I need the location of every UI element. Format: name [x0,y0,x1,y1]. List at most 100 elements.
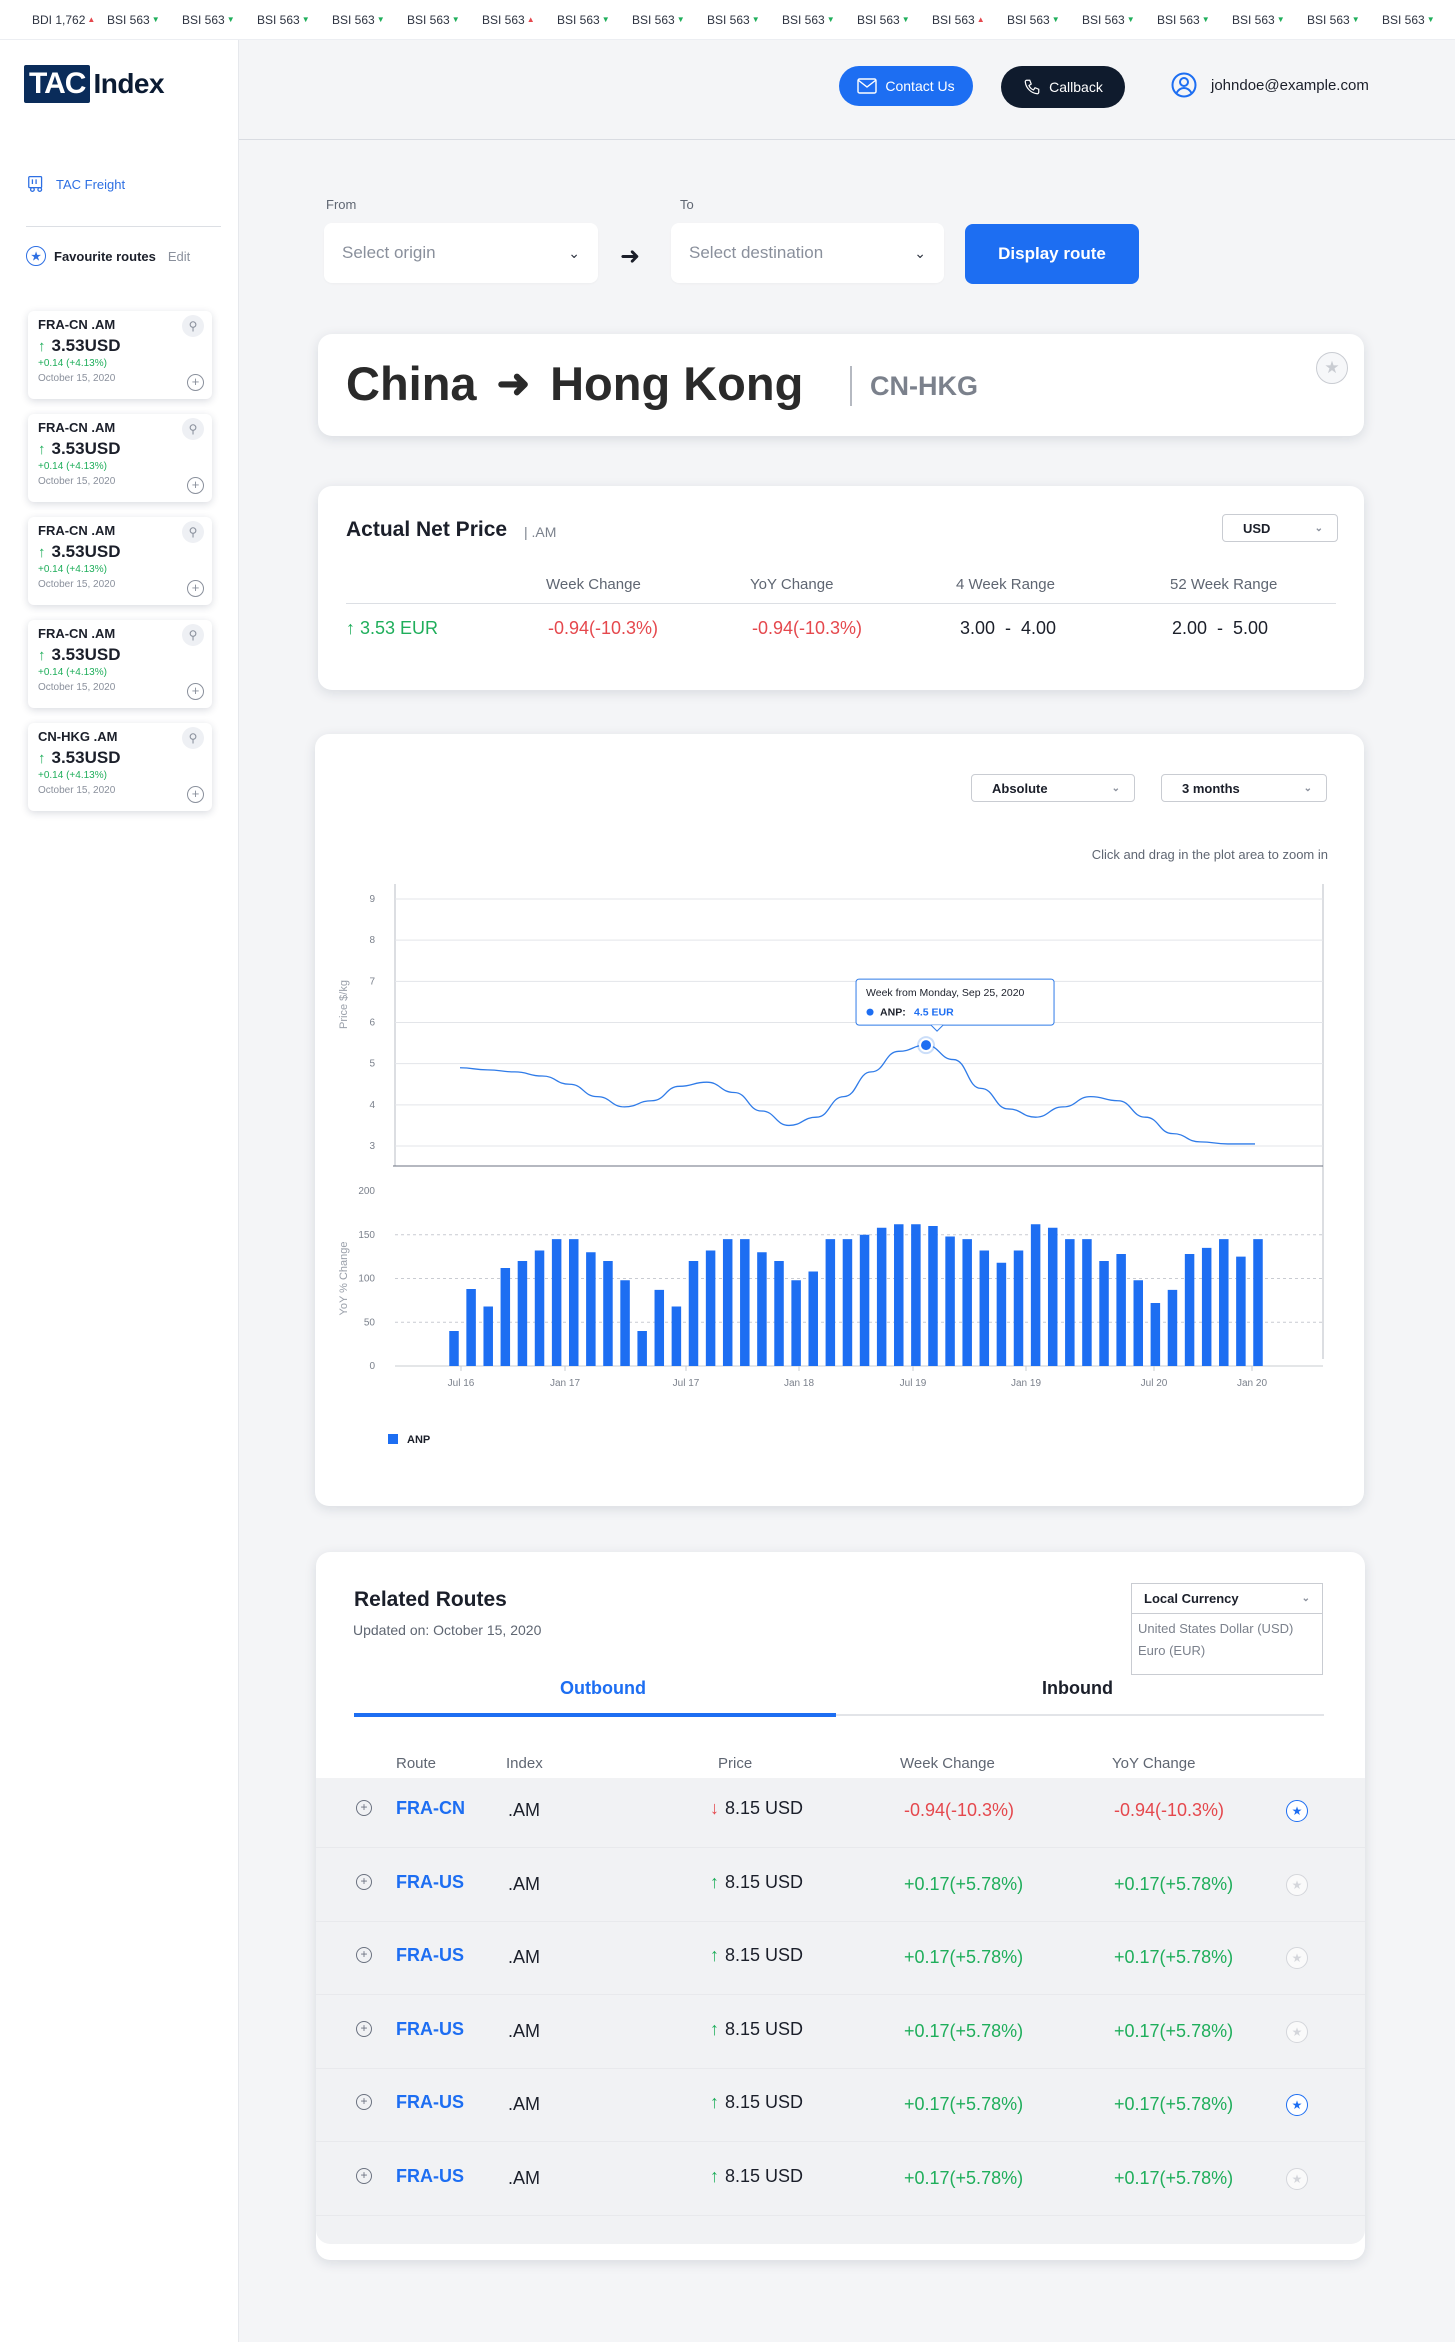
route-price: ↑ 8.15 USD [710,2166,803,2187]
search-icon[interactable]: ⚲ [182,624,204,646]
favourite-route-change: +0.14 (+4.13%) [38,461,107,472]
ticker-item: BSI 563 ▼ [1232,13,1307,27]
bar [1219,1239,1229,1366]
favourite-route-card[interactable]: FRA-CN .AM ↑ 3.53USD +0.14 (+4.13%) October … [28,517,212,605]
bar [1082,1239,1092,1366]
origin-select[interactable]: Select origin ⌄ [324,223,598,283]
currency-select[interactable]: USD ⌄ [1222,514,1338,542]
favourite-route-name: FRA-CN .AM [38,420,116,435]
favourite-route-name: CN-HKG .AM [38,729,118,744]
expand-icon[interactable]: + [356,2094,372,2110]
table-row[interactable]: + FRA-US .AM ↑ 8.15 USD +0.17(+5.78%) +0.17(+5… [316,1999,1365,2069]
route-link[interactable]: FRA-CN [396,1798,465,1818]
favourite-star-button[interactable]: ★ [1286,1873,1308,1896]
route-link[interactable]: FRA-US [396,1945,464,1965]
sidebar-item-tac-freight[interactable]: TAC Freight [26,173,125,195]
currency-option-eur[interactable]: Euro (EUR) [1138,1643,1206,1658]
favourite-route-name: FRA-CN .AM [38,317,116,332]
route-index: .AM [508,1800,541,1820]
period-select[interactable]: 3 months ⌄ [1161,774,1327,802]
expand-icon[interactable]: + [356,1800,372,1816]
arrow-up-icon: ↑ [710,2018,719,2039]
favourite-star-button[interactable]: ★ [1286,1800,1308,1822]
local-currency-dropdown[interactable]: Local Currency ⌄ United States Dollar (U… [1131,1583,1323,1675]
bar [928,1226,938,1366]
table-row[interactable]: + FRA-US .AM ↑ 8.15 USD +0.17(+5.78%) +0.17(+5… [316,2146,1365,2216]
table-row[interactable]: + FRA-CN .AM ↓ 8.15 USD -0.94(-10.3%) -0.94(-1… [316,1778,1365,1848]
ticker-label: BSI 563 [1007,12,1050,27]
data-point [919,1038,934,1053]
callback-button[interactable]: Callback [1001,66,1125,108]
ticker-label: BSI 563 [1382,12,1425,27]
tooltip-title: Week from Monday, Sep 25, 2020 [866,987,1025,999]
arrow-down-icon: ↓ [710,1798,719,1818]
search-icon[interactable]: ⚲ [182,521,204,543]
currency-option-usd[interactable]: United States Dollar (USD) [1138,1621,1294,1636]
trend-up-icon: ▼ [376,15,385,24]
add-icon[interactable]: + [187,374,204,391]
add-icon[interactable]: + [187,580,204,597]
search-icon[interactable]: ⚲ [182,315,204,337]
edit-link[interactable]: Edit [167,248,191,264]
header-52-week-range: 52 Week Range [1170,576,1278,593]
ticker-item: BSI 563 ▼ [557,13,632,27]
route-yoy-change: +0.17(+5.78%) [1114,2167,1234,2188]
favourite-star-button[interactable]: ★ [1286,2094,1308,2116]
bar [1030,1224,1041,1366]
expand-icon[interactable]: + [356,2167,372,2184]
favourite-route-card[interactable]: FRA-CN .AM ↑ 3.53USD +0.14 (+4.13%) October … [28,414,212,502]
add-icon[interactable]: + [187,683,204,700]
expand-icon[interactable]: + [356,2020,372,2037]
tab-outbound[interactable]: Outbound [560,1678,646,1698]
x-tick-label: Jan 17 [550,1378,580,1389]
active-tab-indicator [354,1713,836,1717]
favourite-star-button[interactable]: ★ [1316,352,1348,384]
price-chart[interactable]: 3 4 5 6 7 8 9 Price $/kg 0 50 100 150 200 YoY % Chang… [315,734,1364,1506]
trend-up-icon: ▼ [1426,15,1435,24]
user-menu[interactable]: johndoe@example.com [1171,72,1369,98]
favourite-route-card[interactable]: FRA-CN .AM ↑ 3.53USD +0.14 (+4.13%) October … [28,311,212,399]
to-label: To [680,197,694,212]
arrow-up-icon: ↑ [710,2092,719,2112]
local-currency-header[interactable]: Local Currency ⌄ [1132,1584,1322,1614]
route-link[interactable]: FRA-US [396,2165,464,2186]
search-icon[interactable]: ⚲ [182,418,204,440]
table-row[interactable]: + FRA-US .AM ↑ 8.15 USD +0.17(+5.78%) +0.17(+5… [316,1925,1365,1995]
favourite-route-name: FRA-CN .AM [38,626,116,641]
expand-icon[interactable]: + [356,1873,372,1890]
display-route-button[interactable]: Display route [965,224,1139,284]
bar [466,1289,476,1366]
expand-icon[interactable]: + [356,1947,372,1963]
bar [825,1239,836,1366]
add-icon[interactable]: + [187,786,204,803]
logo[interactable]: TAC Index [24,64,165,104]
bar [722,1239,733,1366]
add-icon[interactable]: + [187,477,204,494]
bar [671,1306,682,1366]
favourite-star-button[interactable]: ★ [1286,2167,1308,2190]
route-link[interactable]: FRA-US [396,1871,464,1892]
table-row[interactable]: + FRA-US .AM ↑ 8.15 USD +0.17(+5.78%) +0.17(+5… [316,2072,1365,2142]
ticker-item: BSI 563 ▼ [1007,13,1082,27]
favourite-star-button[interactable]: ★ [1286,2020,1308,2043]
trend-down-icon: ▲ [87,15,96,24]
favourite-route-card[interactable]: FRA-CN .AM ↑ 3.53USD +0.14 (+4.13%) October … [28,620,212,708]
bar [996,1262,1007,1366]
mode-select[interactable]: Absolute ⌄ [971,774,1135,802]
tab-inbound[interactable]: Inbound [1042,1678,1113,1698]
bar [483,1306,493,1366]
search-icon[interactable]: ⚲ [182,727,204,749]
contact-us-button[interactable]: Contact Us [839,66,973,106]
route-link[interactable]: FRA-US [396,2092,464,2112]
tooltip-marker [866,1008,874,1016]
favourite-routes-header: ★ Favourite routes Edit [26,246,190,266]
ticker-item: BSI 563 ▲ [932,13,1007,27]
bar [1116,1254,1126,1366]
chevron-down-icon: ⌄ [914,244,926,261]
bar [740,1239,750,1366]
favourite-star-button[interactable]: ★ [1286,1947,1308,1969]
favourite-route-card[interactable]: CN-HKG .AM ↑ 3.53USD +0.14 (+4.13%) October … [28,723,212,811]
route-link[interactable]: FRA-US [396,2018,464,2039]
table-row[interactable]: + FRA-US .AM ↑ 8.15 USD +0.17(+5.78%) +0.17(+5… [316,1852,1365,1922]
destination-select[interactable]: Select destination ⌄ [671,223,944,283]
